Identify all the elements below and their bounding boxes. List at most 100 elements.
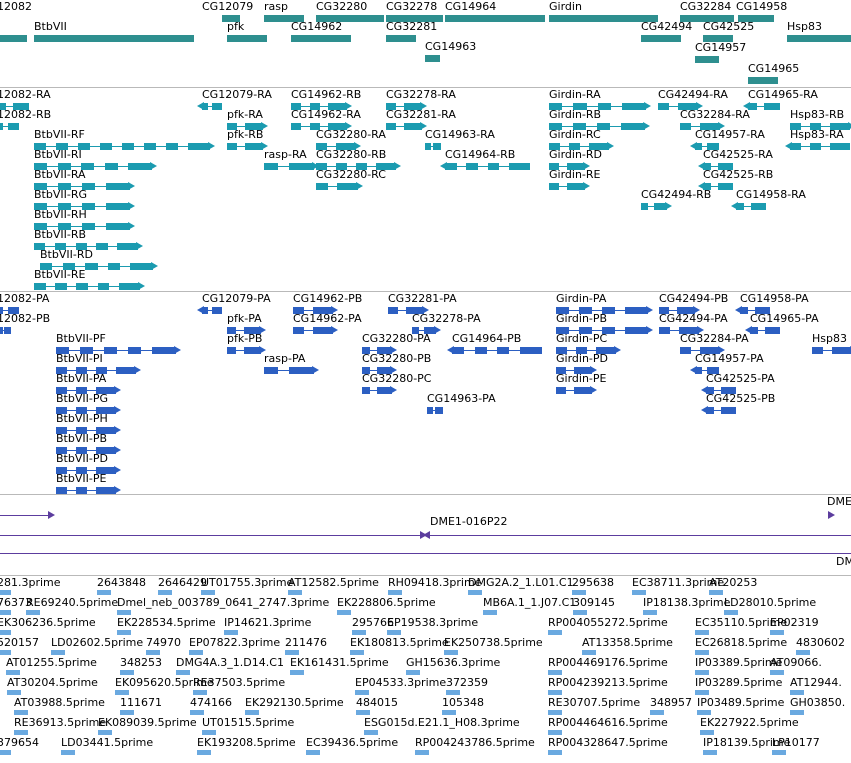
protein-feature[interactable]: pfk-PA <box>227 312 266 336</box>
transcript-feature[interactable]: CG32280-RA <box>316 128 386 152</box>
transcript-feature[interactable]: 12082-RA <box>0 88 51 112</box>
protein-feature[interactable]: BtbVII-PE <box>56 472 121 494</box>
transcript-feature[interactable]: BtbVII-RH <box>34 208 135 232</box>
protein-feature[interactable]: CG42494-PA <box>659 312 728 336</box>
protein-feature[interactable]: 12082-PA <box>0 292 49 316</box>
protein-feature[interactable]: CG14964-PB <box>447 332 542 356</box>
transcript-feature[interactable]: CG32280-RB <box>316 148 401 172</box>
protein-feature[interactable]: BtbVII-PG <box>56 392 121 416</box>
protein-exon <box>56 367 67 374</box>
est-mark <box>0 610 11 615</box>
transcript-feature[interactable]: rasp-RA <box>264 148 319 172</box>
protein-feature[interactable]: BtbVII-PA <box>56 372 121 396</box>
protein-feature[interactable]: CG14958-PA <box>735 292 809 316</box>
protein-feature[interactable]: CG14962-PA <box>293 312 362 336</box>
protein-label: CG12079-PA <box>202 292 271 305</box>
protein-feature[interactable]: CG32284-PA <box>680 332 749 356</box>
transcript-feature[interactable]: CG42525-RA <box>698 148 773 172</box>
protein-feature[interactable]: rasp-PA <box>264 352 319 376</box>
transcript-feature[interactable]: BtbVII-RG <box>34 188 135 212</box>
clone-feature[interactable] <box>828 509 851 523</box>
protein-feature[interactable]: Girdin-PC <box>556 332 621 356</box>
transcript-feature[interactable]: CG32280-RC <box>316 168 386 192</box>
protein-feature[interactable]: BtbVII-PI <box>56 352 141 376</box>
protein-feature[interactable]: CG14957-PA <box>690 352 764 376</box>
transcript-feature[interactable]: 12082-RB <box>0 108 51 132</box>
transcript-feature[interactable]: CG42494-RB <box>641 188 711 212</box>
est-mark <box>364 730 378 735</box>
protein-feature[interactable]: CG32280-PC <box>362 372 431 396</box>
transcript-feature[interactable]: CG32278-RA <box>386 88 456 112</box>
transcript-exon <box>549 183 559 190</box>
transcript-feature[interactable]: Girdin-RD <box>549 148 602 172</box>
est-mark <box>770 670 784 675</box>
protein-feature[interactable]: CG32281-PA <box>388 292 457 316</box>
transcript-feature[interactable]: CG42494-RA <box>658 88 728 112</box>
protein-exon <box>424 327 436 334</box>
protein-feature[interactable]: Girdin-PE <box>556 372 606 396</box>
transcript-feature[interactable]: BtbVII-RE <box>34 268 145 291</box>
protein-feature[interactable]: 12082-PB <box>0 312 50 336</box>
protein-feature[interactable]: CG42494-PB <box>659 292 728 316</box>
clone-feature[interactable] <box>0 529 851 543</box>
transcript-feature[interactable]: BtbVII-RA <box>34 168 135 192</box>
strand-right-icon <box>114 446 121 454</box>
transcript-feature[interactable]: BtbVII-RF <box>34 128 215 152</box>
transcript-exon <box>316 183 328 190</box>
transcript-feature[interactable]: CG14957-RA <box>690 128 765 152</box>
protein-label: CG32278-PA <box>412 312 481 325</box>
transcript-feature[interactable]: Hsp83-RB <box>790 108 851 132</box>
transcript-feature[interactable]: CG14964-RB <box>440 148 530 172</box>
transcript-feature[interactable]: Girdin-RC <box>549 128 614 152</box>
protein-feature[interactable]: BtbVII-PF <box>56 332 181 356</box>
protein-feature[interactable]: Girdin-PA <box>556 292 653 316</box>
strand-right-icon <box>614 346 621 354</box>
gene-bar <box>222 15 240 22</box>
est-label: GH15636.3prime <box>406 656 501 669</box>
gene-bar <box>680 15 734 22</box>
protein-feature[interactable]: CG12079-PA <box>197 292 271 316</box>
transcript-feature[interactable]: CG14962-RB <box>291 88 361 112</box>
transcript-feature[interactable]: BtbVII-RI <box>34 148 157 172</box>
transcript-feature[interactable]: Girdin-RB <box>549 108 650 132</box>
protein-feature[interactable]: BtbVII-PB <box>56 432 121 456</box>
gene-bar <box>386 15 443 22</box>
protein-feature[interactable]: CG14963-PA <box>427 392 496 416</box>
transcript-feature[interactable]: CG14963-RA <box>425 128 495 152</box>
transcript-feature[interactable]: CG32281-RA <box>386 108 456 132</box>
transcript-feature[interactable]: CG14965-RA <box>743 88 818 112</box>
protein-feature[interactable]: Hsp83 <box>812 332 851 356</box>
transcript-feature[interactable]: CG14962-RA <box>291 108 361 132</box>
transcript-feature[interactable]: CG14958-RA <box>731 188 806 212</box>
protein-feature[interactable]: CG32280-PB <box>362 352 431 376</box>
protein-feature[interactable]: CG14962-PB <box>293 292 362 316</box>
transcript-feature[interactable]: Girdin-RE <box>549 168 600 192</box>
protein-feature[interactable]: CG32278-PA <box>412 312 481 336</box>
protein-exon <box>56 427 67 434</box>
transcript-feature[interactable]: Girdin-RA <box>549 88 651 112</box>
transcript-feature[interactable]: CG32284-RA <box>680 108 750 132</box>
transcript-feature[interactable]: BtbVII-RD <box>40 248 158 272</box>
protein-feature[interactable]: CG42525-PB <box>701 392 775 416</box>
transcript-exon <box>386 123 396 130</box>
transcript-exon <box>549 103 563 110</box>
clone-feature[interactable] <box>0 509 55 523</box>
transcript-feature[interactable]: BtbVII-RB <box>34 228 143 252</box>
transcript-feature[interactable]: pfk-RA <box>227 108 268 132</box>
transcript-feature[interactable]: pfk-RB <box>227 128 268 152</box>
clone-feature[interactable] <box>0 547 851 561</box>
protein-feature[interactable]: CG32280-PA <box>362 332 431 356</box>
transcript-feature[interactable]: Hsp83-RA <box>785 128 850 152</box>
protein-feature[interactable]: BtbVII-PH <box>56 412 121 436</box>
protein-feature[interactable]: pfk-PB <box>227 332 266 356</box>
protein-feature[interactable]: Girdin-PD <box>556 352 608 376</box>
protein-exon <box>556 307 569 314</box>
transcript-feature[interactable]: CG12079-RA <box>197 88 272 112</box>
protein-feature[interactable]: CG42525-PA <box>701 372 775 396</box>
transcript-feature[interactable]: CG42525-RB <box>698 168 773 192</box>
protein-feature[interactable]: CG14965-PA <box>745 312 819 336</box>
protein-feature[interactable]: BtbVII-PD <box>56 452 121 476</box>
est-mark <box>190 710 204 715</box>
protein-feature[interactable]: Girdin-PB <box>556 312 653 336</box>
strand-right-icon <box>138 282 145 290</box>
